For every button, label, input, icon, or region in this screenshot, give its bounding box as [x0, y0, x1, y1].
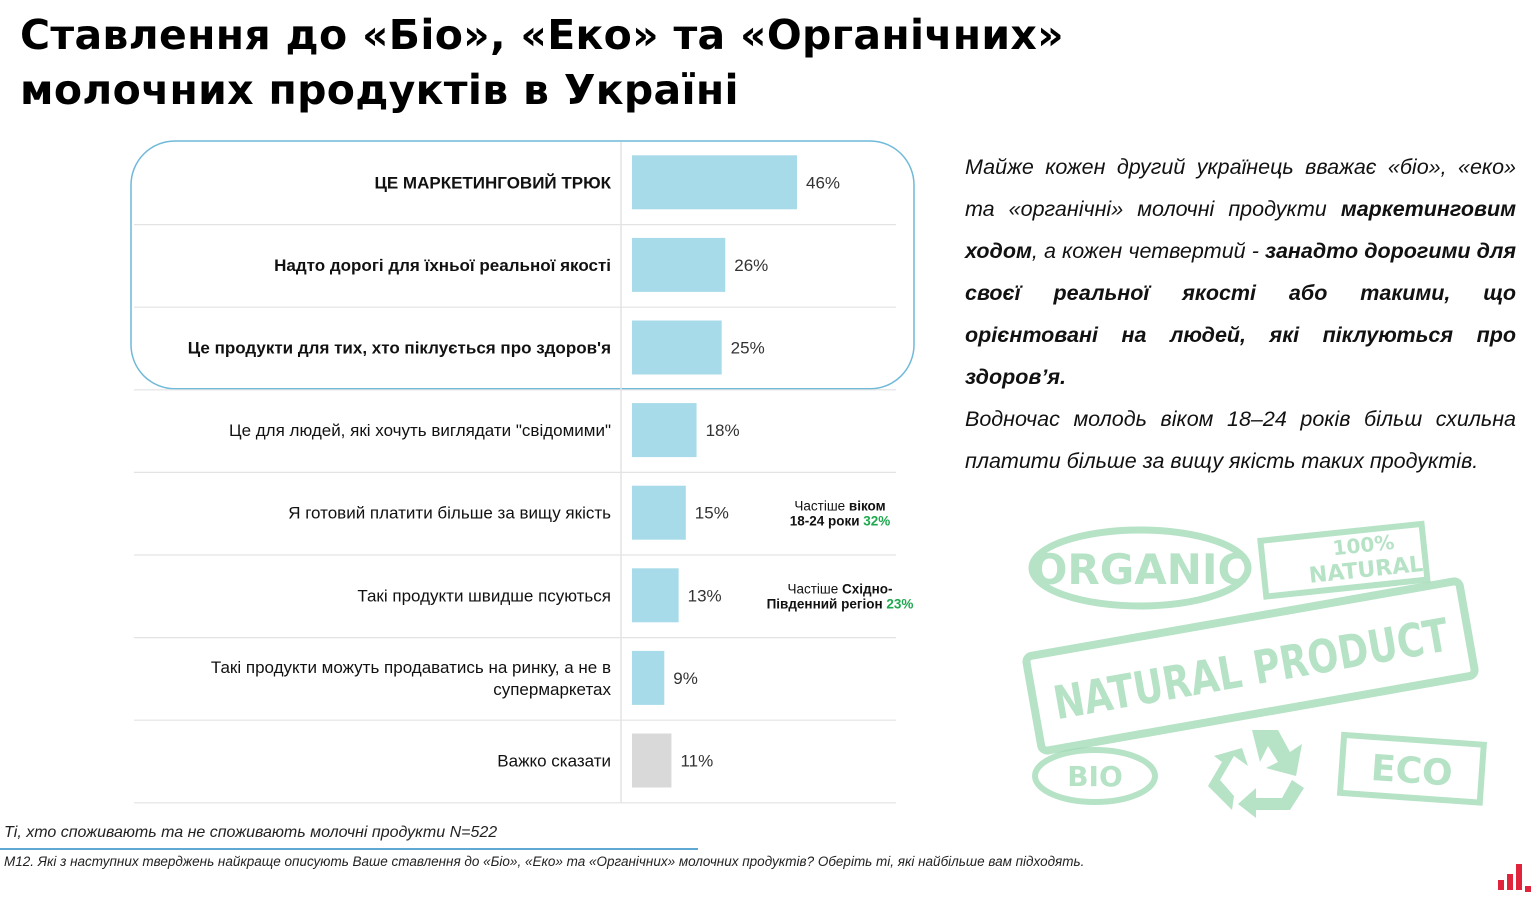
- highlight-frame: [130, 140, 915, 390]
- base-divider: [0, 848, 698, 850]
- title-line-1: Ставлення до «Біо», «Еко» та «Органічних…: [20, 11, 1064, 59]
- bio-stamp-text: BIO: [1067, 760, 1123, 793]
- category-label: Це для людей, які хочуть виглядати "свід…: [229, 421, 611, 440]
- bio-stamp: BIO: [1032, 747, 1158, 805]
- bar: [632, 650, 665, 705]
- recycle-icon: [1208, 730, 1304, 818]
- bar: [632, 485, 686, 540]
- bar: [632, 155, 797, 210]
- survey-question: М12. Які з наступних тверджень найкраще …: [4, 854, 1085, 869]
- bar: [632, 568, 679, 623]
- category-label: супермаркетах: [493, 680, 611, 699]
- commentary-paragraph-1: Майже кожен другий українець вважає «біо…: [965, 146, 1516, 398]
- value-label: 13%: [688, 586, 722, 605]
- bar: [632, 403, 697, 458]
- eco-stamps-illustration: ORGANIC 100% NATURAL NATURAL PRODUCT BIO…: [1022, 520, 1487, 818]
- commentary: Майже кожен другий українець вважає «біо…: [965, 146, 1516, 482]
- logo-bar: [1525, 886, 1531, 892]
- organic-stamp: ORGANIC: [1028, 526, 1252, 610]
- bar: [632, 733, 672, 788]
- value-label: 15%: [695, 504, 729, 523]
- category-label: Надто дорогі для їхньої реальної якості: [274, 256, 611, 275]
- page-title: Ставлення до «Біо», «Еко» та «Органічних…: [20, 8, 1220, 118]
- value-label: 46%: [806, 173, 840, 192]
- value-label: 25%: [731, 339, 765, 358]
- value-label: 18%: [706, 421, 740, 440]
- category-label: Такі продукти можуть продаватись на ринк…: [211, 658, 611, 677]
- base-note: Ті, хто споживають та не споживають моло…: [4, 824, 498, 841]
- logo-bar: [1507, 874, 1513, 890]
- value-label: 26%: [734, 256, 768, 275]
- annotation-text: 18-24 роки 32%: [790, 514, 891, 529]
- annotation-text: Частіше Східно-: [787, 581, 892, 596]
- bar-logo-icon: [1498, 864, 1531, 892]
- annotation-text: Південний регіон 23%: [767, 596, 914, 611]
- category-label: Це продукти для тих, хто піклується про …: [188, 339, 611, 358]
- category-label: ЦЕ МАРКЕТИНГОВИЙ ТРЮК: [374, 173, 611, 192]
- value-label: 9%: [673, 669, 698, 688]
- category-label: Важко сказати: [497, 752, 611, 771]
- logo-bar: [1516, 864, 1522, 890]
- organic-stamp-text: ORGANIC: [1032, 545, 1249, 594]
- commentary-paragraph-2: Водночас молодь віком 18–24 років більш …: [965, 407, 1516, 473]
- natural-product-stamp: NATURAL PRODUCT: [1022, 577, 1479, 755]
- bar: [632, 320, 722, 375]
- natural-100-stamp: 100% NATURAL: [1257, 520, 1431, 600]
- bar: [632, 237, 726, 292]
- value-label: 11%: [680, 752, 713, 771]
- title-line-2: молочних продуктів в Україні: [20, 66, 739, 114]
- logo-bar: [1498, 880, 1504, 890]
- bar-chart: 46% ЦЕ МАРКЕТИНГОВИЙ ТРЮК 26% Надто дорогі …: [130, 140, 915, 804]
- commentary-text: Майже кожен другий українець вважає «біо…: [965, 155, 1516, 221]
- annotation-text: Частіше віком: [794, 499, 885, 514]
- commentary-emphasis: занадто дорогими для своєї реальної якос…: [965, 239, 1516, 389]
- commentary-emphasis: маркетинговим ходом: [965, 197, 1516, 263]
- eco-stamp: ECO: [1336, 731, 1487, 806]
- category-label: Я готовий платити більше за вищу якість: [288, 504, 611, 523]
- eco-stamp-text: ECO: [1370, 748, 1454, 795]
- commentary-text: , а кожен четвертий -: [1031, 239, 1265, 263]
- category-label: Такі продукти швидше псуються: [357, 586, 611, 605]
